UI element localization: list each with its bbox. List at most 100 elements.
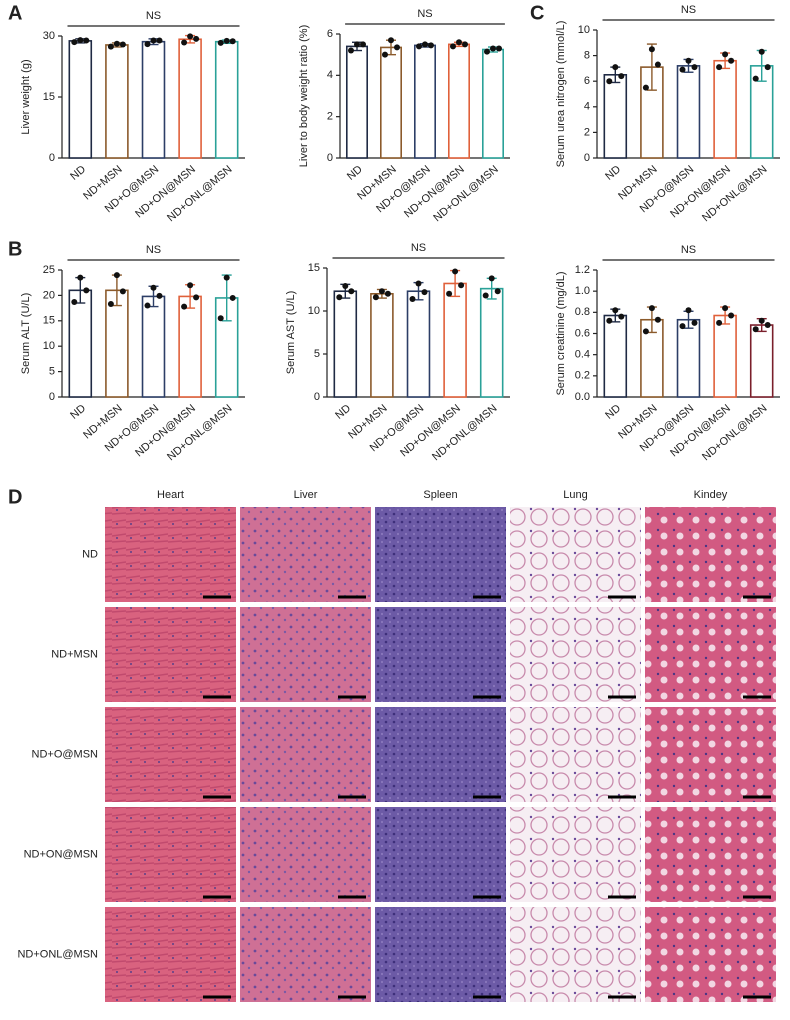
data-point: [618, 313, 625, 320]
data-point: [119, 41, 126, 48]
y-tick-label: 0: [327, 152, 333, 164]
histology-image: [645, 507, 776, 602]
data-point: [728, 312, 735, 319]
data-point: [456, 39, 462, 46]
data-point: [150, 284, 157, 291]
bar: [603, 74, 628, 159]
data-point: [382, 51, 388, 58]
y-tick-label: 15: [43, 315, 55, 327]
panel-label: A: [8, 2, 22, 24]
data-point: [654, 316, 661, 323]
bar: [713, 59, 737, 159]
data-point: [388, 37, 394, 44]
data-point: [428, 42, 434, 49]
data-point: [77, 37, 84, 44]
bar: [479, 287, 504, 398]
bar: [379, 46, 402, 159]
data-point: [648, 305, 655, 312]
y-axis-label: Serum ALT (U/L): [20, 293, 32, 375]
histology-image: [375, 707, 506, 802]
data-point: [494, 288, 501, 295]
data-point: [229, 38, 236, 45]
data-point: [606, 317, 613, 324]
data-point: [71, 39, 78, 46]
y-tick-label: 0: [49, 391, 55, 403]
data-point: [482, 292, 489, 299]
data-point: [496, 45, 502, 52]
data-point: [446, 290, 453, 297]
histology-image: [510, 607, 641, 702]
significance-label: NS: [146, 10, 161, 22]
data-point: [378, 288, 385, 295]
x-tick-label: ND: [345, 163, 365, 182]
y-tick-label: 0: [49, 152, 55, 164]
data-point: [342, 283, 349, 290]
y-axis-label: Liver to body weight ratio (%): [298, 25, 310, 167]
data-point: [223, 37, 230, 44]
y-tick-label: 1.2: [575, 264, 590, 276]
bar: [214, 40, 239, 159]
bar: [68, 40, 93, 159]
data-point: [722, 305, 729, 312]
data-point: [648, 46, 655, 53]
panel-label: C: [530, 2, 544, 24]
histology-image: [645, 907, 776, 1002]
histology-image: [645, 807, 776, 902]
data-point: [107, 301, 114, 308]
bar: [447, 43, 470, 159]
data-point: [217, 39, 224, 46]
data-point: [107, 43, 114, 50]
data-point: [685, 57, 692, 64]
histology-image: [375, 507, 506, 602]
data-point: [223, 274, 230, 281]
row-label: ND+ON@MSN: [24, 848, 98, 860]
data-point: [484, 48, 490, 55]
x-tick-label: ND+ONL@MSN: [700, 163, 769, 224]
histology-image: [105, 607, 236, 702]
data-point: [156, 37, 163, 44]
data-point: [360, 41, 366, 48]
histology-image: [375, 807, 506, 902]
data-point: [83, 37, 90, 44]
data-point: [181, 39, 188, 46]
data-point: [348, 47, 354, 54]
y-axis-label: Serum AST (U/L): [285, 291, 297, 375]
column-header: Kindey: [694, 489, 728, 501]
bar: [141, 295, 166, 398]
histology-image: [240, 707, 371, 802]
significance-label: NS: [681, 244, 696, 256]
histology-image: [510, 707, 641, 802]
y-tick-label: 25: [43, 264, 55, 276]
data-point: [409, 295, 416, 302]
x-tick-label: ND: [603, 402, 623, 421]
data-point: [77, 274, 84, 281]
bar: [443, 282, 467, 398]
row-label: ND+MSN: [51, 648, 98, 660]
y-tick-label: 6: [327, 28, 333, 40]
data-point: [415, 280, 422, 287]
y-tick-label: 20: [43, 289, 55, 301]
histology-image: [105, 707, 236, 802]
data-point: [488, 275, 495, 282]
data-point: [384, 290, 391, 297]
data-point: [181, 303, 188, 310]
bar: [333, 290, 358, 398]
bar: [713, 314, 737, 398]
histology-image: [375, 607, 506, 702]
data-point: [679, 323, 686, 330]
data-point: [752, 75, 759, 82]
histology-image: [240, 507, 371, 602]
data-point: [372, 294, 379, 301]
x-tick-label: ND+ONL@MSN: [165, 163, 234, 224]
histology-image: [105, 507, 236, 602]
y-tick-label: 5: [314, 348, 320, 360]
data-point: [458, 282, 465, 289]
data-point: [612, 64, 619, 71]
y-tick-label: 0.4: [575, 349, 590, 361]
data-point: [156, 292, 163, 299]
data-point: [490, 45, 496, 52]
data-point: [229, 294, 236, 301]
data-point: [336, 294, 343, 301]
y-tick-label: 1.0: [575, 285, 590, 297]
y-tick-label: 0.2: [575, 370, 590, 382]
